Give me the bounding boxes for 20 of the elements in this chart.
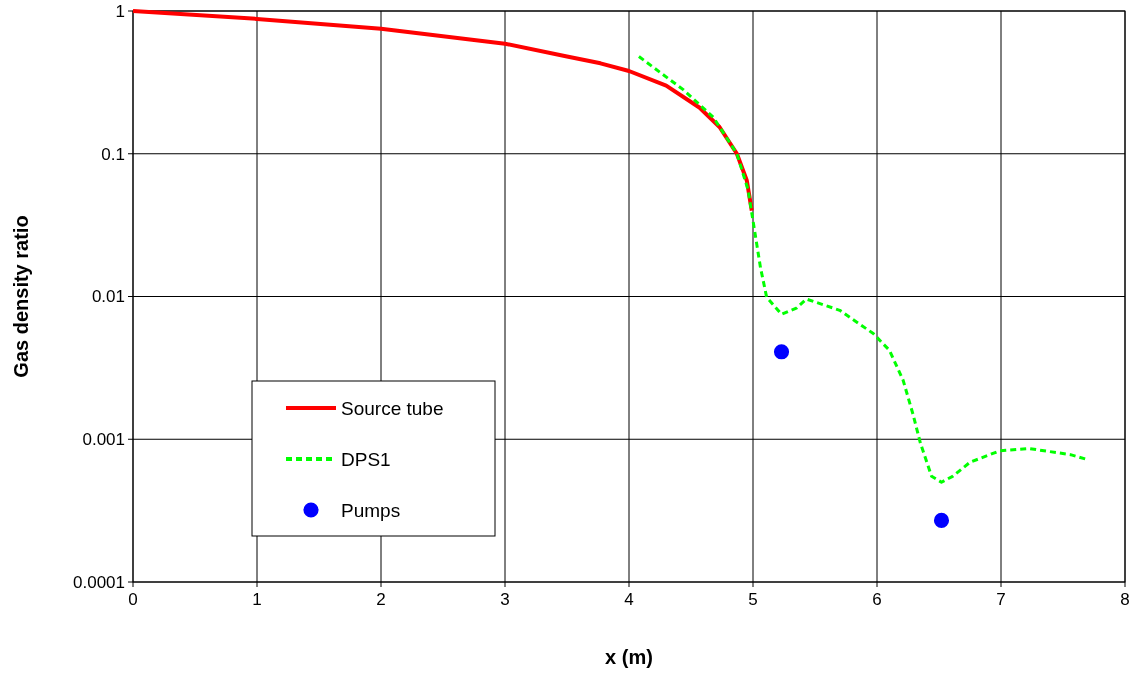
x-axis-title: x (m): [605, 646, 653, 668]
x-tick-label: 5: [748, 590, 758, 609]
legend-label: Pumps: [341, 499, 401, 521]
x-tick-label: 2: [376, 590, 386, 609]
x-tick-label: 1: [252, 590, 262, 609]
legend-label: DPS1: [341, 448, 391, 470]
x-tick-label: 6: [872, 590, 882, 609]
y-tick-label: 0.001: [82, 430, 125, 450]
y-tick-label: 1: [115, 1, 125, 21]
x-tick-label: 8: [1120, 590, 1130, 609]
y-axis-title: Gas density ratio: [10, 215, 32, 378]
x-tick-label: 7: [996, 590, 1006, 609]
x-tick-label: 0: [128, 590, 138, 609]
x-tick-label: 4: [624, 590, 634, 609]
y-tick-label: 0.0001: [73, 572, 125, 592]
y-tick-label: 0.01: [91, 287, 125, 307]
legend-label: Source tube: [341, 397, 444, 419]
y-tick-label: 0.1: [101, 144, 125, 164]
x-tick-label: 3: [500, 590, 510, 609]
line-series: [131, 9, 754, 213]
